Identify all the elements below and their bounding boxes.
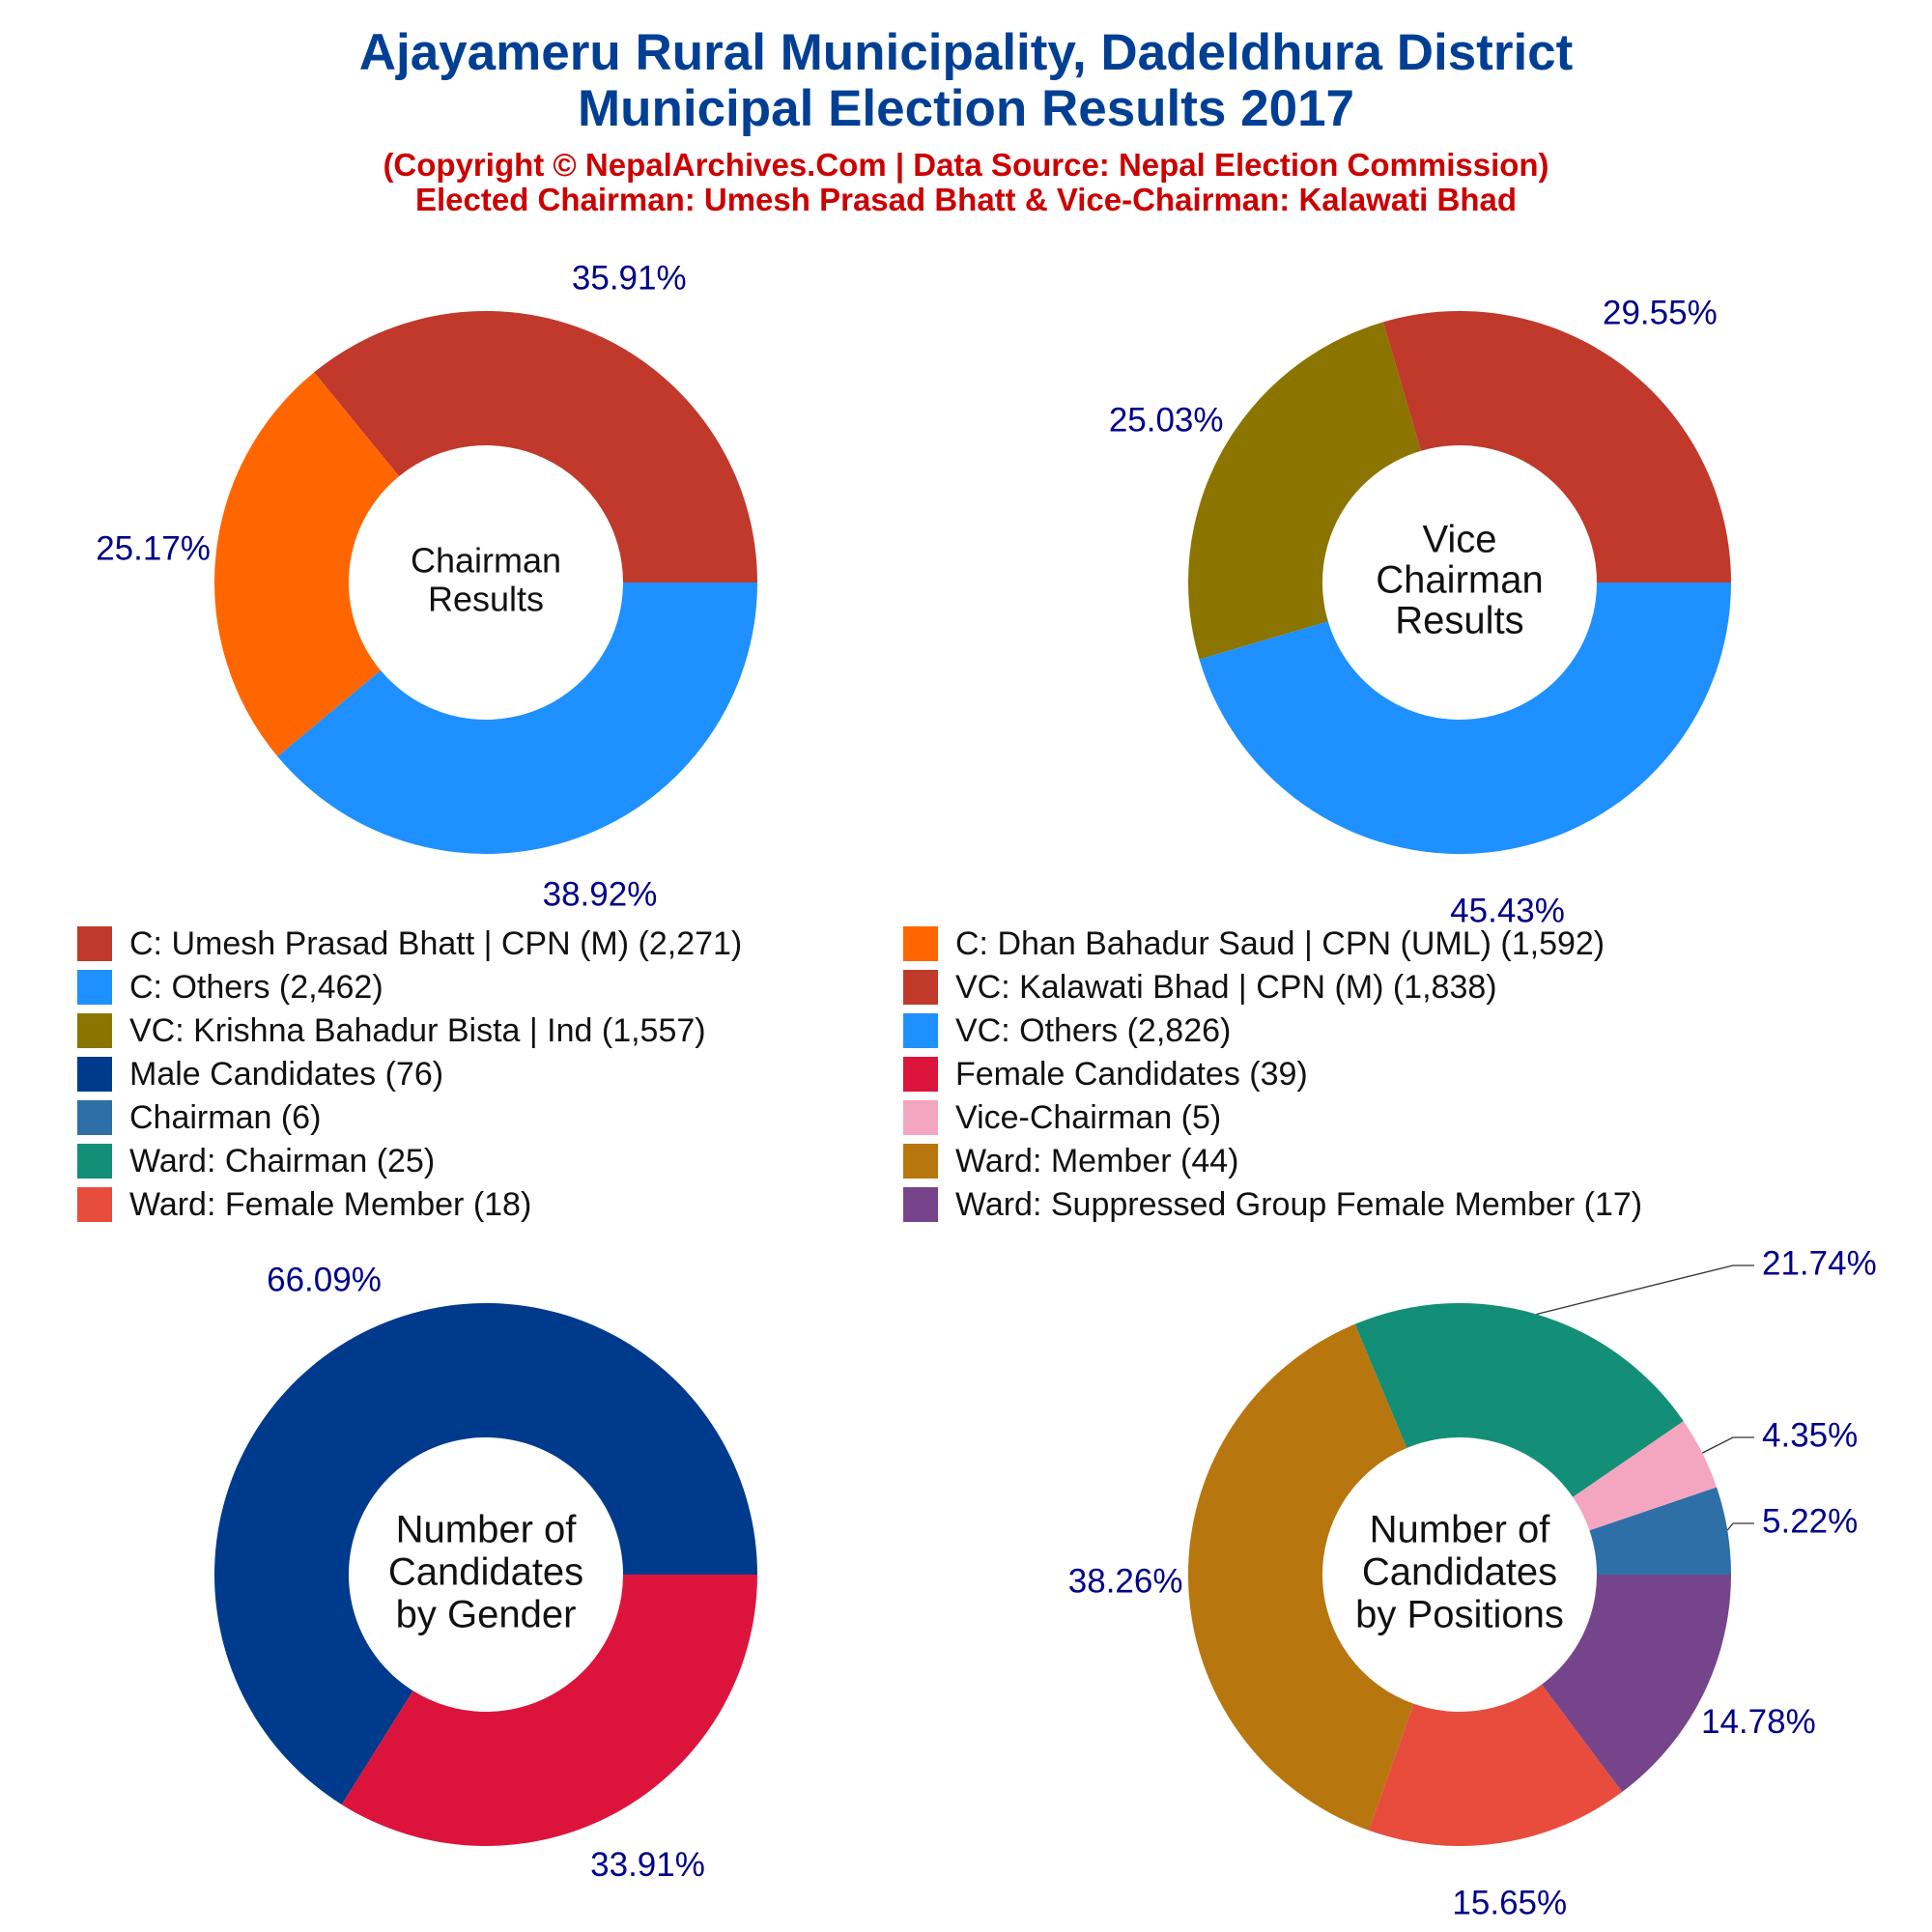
donut-center-label: by Gender — [396, 1594, 577, 1636]
legend-swatch — [903, 1100, 938, 1135]
donut-slice — [1354, 1303, 1684, 1497]
legend-item: Ward: Member (44) — [903, 1142, 1238, 1180]
elected-subtitle: Elected Chairman: Umesh Prasad Bhatt & V… — [414, 182, 1518, 217]
legend-swatch — [77, 1187, 112, 1222]
donut-center-label: by Positions — [1355, 1594, 1564, 1636]
legend-item: VC: Others (2,826) — [903, 1011, 1231, 1050]
slice-percent-label: 33.91% — [590, 1846, 705, 1884]
chart-title-line-2: Municipal Election Results 2017 — [577, 80, 1355, 137]
legend-label: Ward: Female Member (18) — [129, 1185, 532, 1223]
legend-item: Vice-Chairman (5) — [903, 1098, 1221, 1137]
donut-chart-4: 5.22% 4.35% 21.74% 38.26% 15.65% 14.78% Number… — [1068, 1244, 1877, 1921]
slice-percent-label: 66.09% — [267, 1262, 382, 1299]
slice-percent-label: 25.03% — [1109, 402, 1224, 440]
legend-swatch — [903, 1013, 938, 1048]
donut-slice — [341, 1575, 757, 1846]
donut-center-label: Results — [1395, 600, 1523, 642]
legend-swatch — [77, 926, 112, 961]
legend-item: C: Umesh Prasad Bhatt | CPN (M) (2,271) — [77, 924, 742, 963]
legend-swatch — [77, 1100, 112, 1135]
legend-item: Ward: Chairman (25) — [77, 1142, 435, 1180]
legend-label: Ward: Member (44) — [955, 1142, 1239, 1179]
legend-item: Chairman (6) — [77, 1098, 321, 1137]
legend-swatch — [903, 970, 938, 1005]
legend-swatch — [77, 970, 112, 1005]
donut-center-label: Number of — [1370, 1509, 1551, 1551]
copyright-subtitle: (Copyright © NepalArchives.Com | Data So… — [383, 147, 1549, 183]
legend-item: C: Others (2,462) — [77, 968, 384, 1007]
label-leader-line — [1701, 1436, 1754, 1454]
slice-percent-label: 38.26% — [1068, 1563, 1183, 1601]
donut-slice — [1573, 1421, 1718, 1531]
legend-swatch — [903, 926, 938, 961]
legend-label: VC: Kalawati Bhad | CPN (M) (1,838) — [955, 968, 1497, 1006]
legend-swatch — [903, 1187, 938, 1222]
legend-item: Male Candidates (76) — [77, 1055, 443, 1094]
donut-center-label: Number of — [396, 1509, 578, 1551]
legend-label: VC: Krishna Bahadur Bista | Ind (1,557) — [129, 1011, 706, 1049]
legend-swatch — [77, 1144, 112, 1179]
donut-slice — [213, 1302, 757, 1805]
donut-slice — [1188, 322, 1421, 660]
donut-center-label: Chairman — [1376, 559, 1543, 602]
donut-slice — [314, 311, 757, 582]
legend-label: Female Candidates (39) — [955, 1055, 1308, 1093]
donut-slice — [1589, 1487, 1731, 1575]
label-leader-line — [1536, 1264, 1754, 1316]
donut-slice — [1199, 582, 1731, 854]
legend-item: C: Dhan Bahadur Saud | CPN (UML) (1,592) — [903, 924, 1605, 963]
legend-swatch — [903, 1144, 938, 1179]
legend-item: Ward: Suppressed Group Female Member (17… — [903, 1185, 1642, 1224]
slice-percent-label: 35.91% — [572, 260, 687, 298]
slice-percent-label: 14.78% — [1701, 1703, 1816, 1741]
legend-label: Chairman (6) — [129, 1098, 322, 1136]
donut-center-label: Results — [428, 580, 544, 619]
legend-item: Female Candidates (39) — [903, 1055, 1308, 1094]
donut-center-label: Chairman — [411, 541, 561, 581]
donut-center-label: Candidates — [1362, 1551, 1557, 1594]
legend-label: C: Others (2,462) — [129, 968, 384, 1006]
slice-percent-label: 29.55% — [1603, 294, 1718, 331]
legend-label: Vice-Chairman (5) — [955, 1098, 1222, 1136]
legend-item: VC: Krishna Bahadur Bista | Ind (1,557) — [77, 1011, 706, 1050]
legend-item: VC: Kalawati Bhad | CPN (M) (1,838) — [903, 968, 1497, 1007]
donut-slice — [1368, 1684, 1623, 1846]
donut-center-label: Candidates — [388, 1551, 583, 1594]
slice-percent-label: 25.17% — [96, 529, 211, 567]
donut-slice — [213, 372, 400, 757]
legend-label: C: Dhan Bahadur Saud | CPN (UML) (1,592) — [955, 924, 1605, 962]
legend-swatch — [77, 1013, 112, 1048]
legend-swatch — [77, 1057, 112, 1092]
legend-label: Ward: Chairman (25) — [129, 1142, 436, 1179]
slice-percent-label: 15.65% — [1452, 1884, 1567, 1921]
legend-label: VC: Others (2,826) — [955, 1011, 1232, 1049]
slice-percent-label: 4.35% — [1762, 1416, 1858, 1454]
slice-percent-label: 38.92% — [543, 876, 658, 914]
slice-percent-label: 5.22% — [1762, 1502, 1858, 1540]
legend-item: Ward: Female Member (18) — [77, 1185, 531, 1224]
donut-center-label: Vice — [1422, 519, 1496, 561]
donut-slice — [1382, 311, 1732, 582]
legend-swatch — [903, 1057, 938, 1092]
donut-slice — [277, 582, 757, 854]
donut-slice — [1188, 1323, 1414, 1831]
legend-label: Ward: Suppressed Group Female Member (17… — [955, 1185, 1643, 1223]
legend-label: C: Umesh Prasad Bhatt | CPN (M) (2,271) — [129, 924, 743, 962]
donut-slice — [1542, 1575, 1731, 1793]
slice-percent-label: 45.43% — [1450, 893, 1565, 930]
slice-percent-label: 21.74% — [1762, 1244, 1877, 1282]
chart-title-line-1: Ajayameru Rural Municipality, Dadeldhura… — [358, 24, 1574, 81]
label-leader-line — [1726, 1522, 1754, 1531]
legend-label: Male Candidates (76) — [129, 1055, 444, 1093]
